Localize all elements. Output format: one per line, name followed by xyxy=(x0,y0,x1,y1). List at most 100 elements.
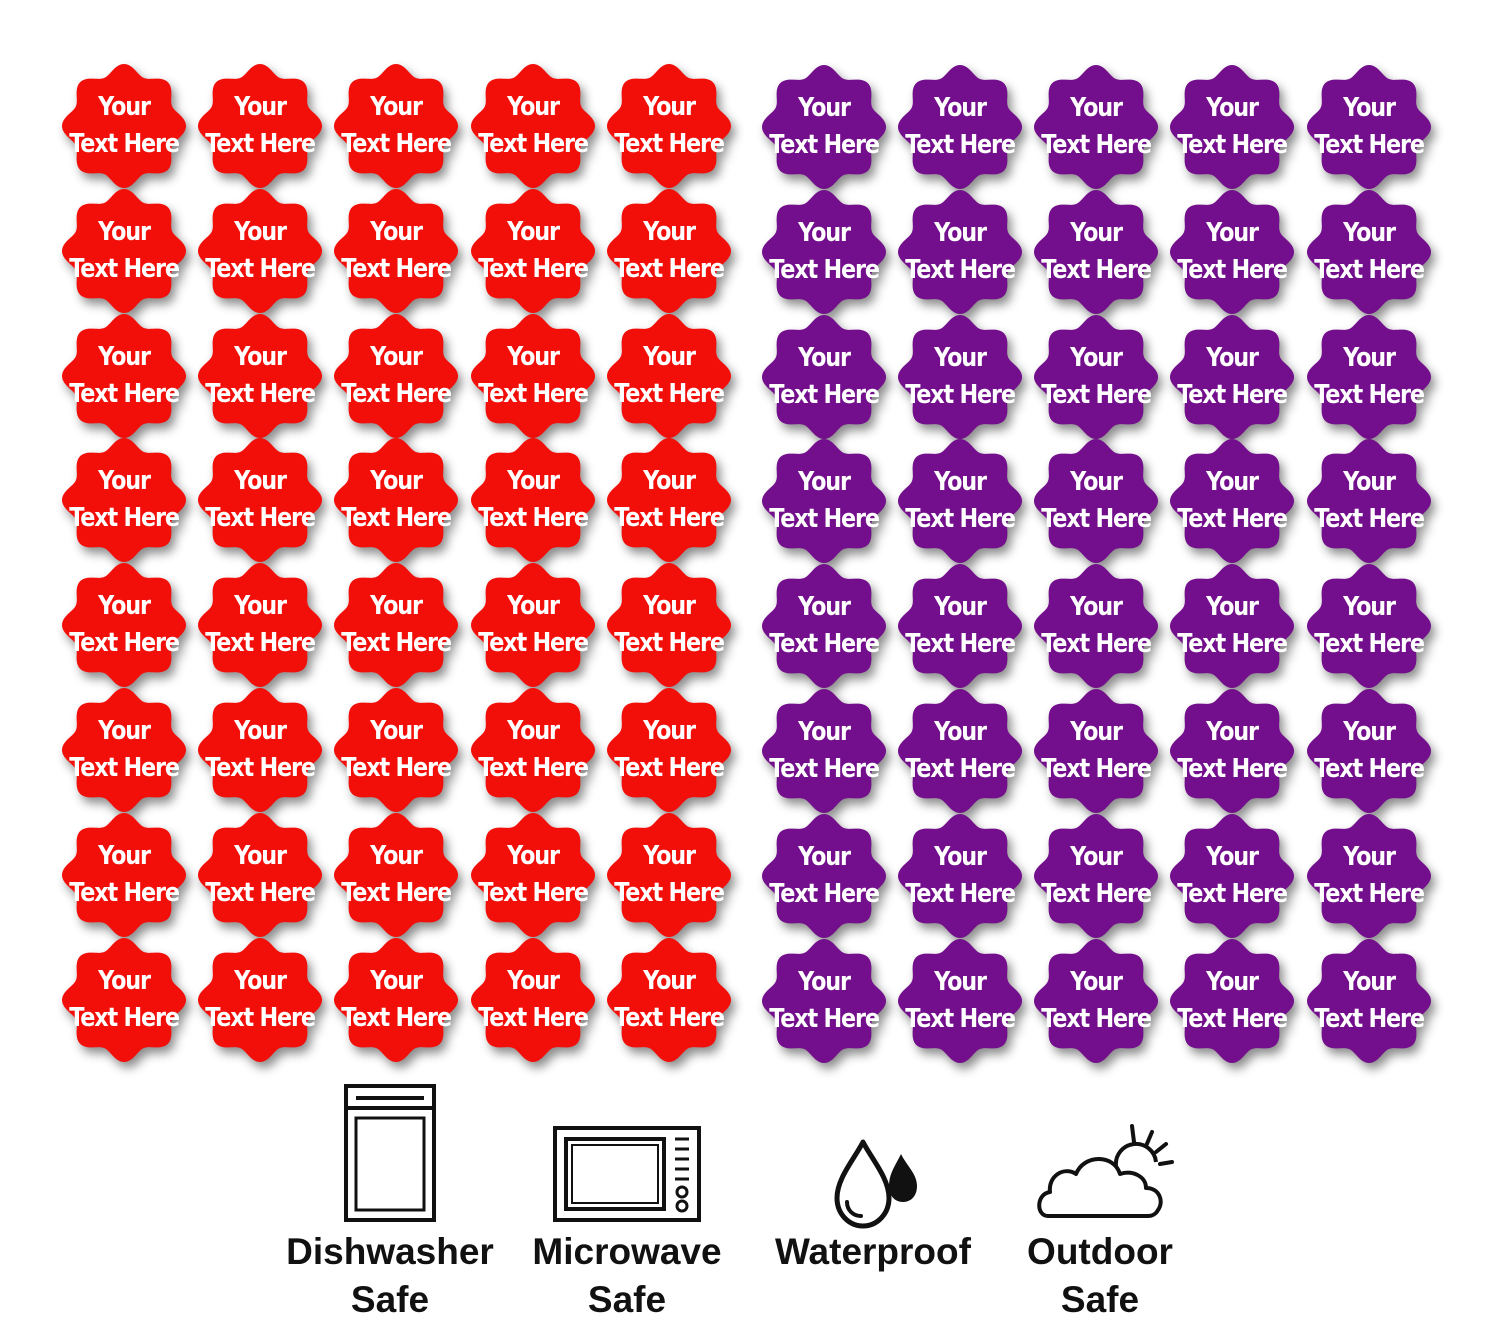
sticker-line-1: Your xyxy=(798,717,851,747)
sticker-purple: Your Text Here xyxy=(1168,313,1296,441)
waterproof-caption: Waterproof xyxy=(775,1228,971,1276)
sticker-line-2: Text Here xyxy=(614,503,725,534)
sticker-line-2: Text Here xyxy=(205,503,316,534)
sticker-purple: Your Text Here xyxy=(1305,188,1433,316)
sticker-shape xyxy=(1034,938,1158,1063)
sticker-line-2: Text Here xyxy=(1041,878,1152,909)
sticker-red: Your Text Here xyxy=(196,187,324,315)
sticker-red: Your Text Here xyxy=(332,62,460,190)
sticker-label: Your Text Here xyxy=(69,936,180,1064)
sticker-line-2: Text Here xyxy=(1041,130,1152,160)
sticker-line-2: Text Here xyxy=(1041,1003,1152,1034)
sticker-purple: Your Text Here xyxy=(896,313,1024,441)
sticker-line-2: Text Here xyxy=(1177,130,1288,160)
sticker-purple: Your Text Here xyxy=(760,562,888,690)
sticker-line-1: Your xyxy=(370,92,423,122)
sticker-line-1: Your xyxy=(1206,467,1259,498)
sticker-sheet: Your Text Here Your Text Here Your Text Here Y… xyxy=(60,62,1433,1065)
sticker-line-1: Your xyxy=(1070,93,1123,123)
sticker-line-2: Text Here xyxy=(1314,254,1425,285)
sticker-label: Your Text Here xyxy=(478,312,589,440)
sticker-red: Your Text Here xyxy=(469,62,597,190)
sticker-line-1: Your xyxy=(98,341,151,372)
sticker-label: Your Text Here xyxy=(769,188,880,316)
sticker-label: Your Text Here xyxy=(205,561,316,689)
outdoor-caption: Outdoor Safe xyxy=(1000,1228,1200,1324)
sticker-label: Your Text Here xyxy=(1041,562,1152,690)
sticker-line-2: Text Here xyxy=(69,378,180,409)
sticker-line-2: Text Here xyxy=(1177,379,1288,410)
sticker-line-2: Text Here xyxy=(614,378,725,409)
sticker-line-2: Text Here xyxy=(341,1002,452,1033)
sticker-shape xyxy=(762,689,886,813)
sticker-label: Your Text Here xyxy=(905,437,1016,565)
sticker-line-2: Text Here xyxy=(341,753,452,783)
sticker-purple: Your Text Here xyxy=(1032,313,1160,441)
sticker-red: Your Text Here xyxy=(332,312,460,440)
sticker-shape xyxy=(198,188,322,313)
sticker-label: Your Text Here xyxy=(205,811,316,939)
sticker-shape xyxy=(334,812,458,937)
sticker-shape xyxy=(471,188,595,313)
sticker-line-2: Text Here xyxy=(478,503,589,534)
sticker-purple: Your Text Here xyxy=(896,63,1024,191)
sticker-shape xyxy=(1170,938,1294,1063)
sticker-line-2: Text Here xyxy=(614,628,725,659)
sticker-red: Your Text Here xyxy=(605,436,733,564)
sticker-line-1: Your xyxy=(1070,841,1123,872)
sticker-line-2: Text Here xyxy=(478,253,589,284)
sticker-line-2: Text Here xyxy=(769,754,880,784)
sticker-line-2: Text Here xyxy=(1177,754,1288,784)
sticker-shape xyxy=(762,564,886,689)
sticker-shape xyxy=(1034,314,1158,439)
sticker-line-2: Text Here xyxy=(769,1003,880,1034)
sticker-shape xyxy=(334,688,458,812)
sticker-label: Your Text Here xyxy=(905,937,1016,1065)
sticker-line-1: Your xyxy=(1343,93,1396,123)
sticker-red: Your Text Here xyxy=(60,436,188,564)
sticker-line-2: Text Here xyxy=(614,753,725,783)
sticker-shape xyxy=(471,64,595,188)
sticker-line-2: Text Here xyxy=(905,1003,1016,1034)
sticker-line-1: Your xyxy=(934,467,987,498)
sticker-shape xyxy=(607,438,731,563)
sticker-line-1: Your xyxy=(370,840,423,871)
sticker-label: Your Text Here xyxy=(769,687,880,815)
sticker-line-1: Your xyxy=(98,716,151,746)
sticker-shape xyxy=(1170,189,1294,314)
sticker-label: Your Text Here xyxy=(341,436,452,564)
sticker-line-2: Text Here xyxy=(478,129,589,159)
sticker-line-1: Your xyxy=(1206,217,1259,248)
sticker-shape xyxy=(898,189,1022,314)
sticker-purple: Your Text Here xyxy=(1305,437,1433,565)
sticker-line-2: Text Here xyxy=(769,629,880,660)
sticker-label: Your Text Here xyxy=(769,63,880,191)
sticker-shape xyxy=(62,313,186,438)
sticker-red: Your Text Here xyxy=(60,936,188,1064)
sticker-line-2: Text Here xyxy=(1177,878,1288,909)
sticker-shape xyxy=(62,688,186,812)
sticker-line-1: Your xyxy=(934,342,987,373)
sticker-label: Your Text Here xyxy=(905,562,1016,690)
sticker-line-2: Text Here xyxy=(1041,379,1152,410)
sticker-label: Your Text Here xyxy=(614,312,725,440)
sticker-shape xyxy=(898,439,1022,564)
sticker-shape xyxy=(1170,564,1294,689)
sticker-label: Your Text Here xyxy=(614,686,725,814)
sticker-label: Your Text Here xyxy=(205,62,316,190)
sticker-red: Your Text Here xyxy=(469,436,597,564)
sticker-line-2: Text Here xyxy=(1041,254,1152,285)
sticker-label: Your Text Here xyxy=(614,811,725,939)
dishwasher-icon xyxy=(344,1084,436,1222)
feature-dishwasher: Dishwasher Safe xyxy=(282,1080,498,1330)
sticker-line-2: Text Here xyxy=(69,628,180,659)
sticker-shape xyxy=(898,564,1022,689)
sticker-line-2: Text Here xyxy=(905,254,1016,285)
sticker-line-2: Text Here xyxy=(1314,1003,1425,1034)
sticker-label: Your Text Here xyxy=(69,436,180,564)
sticker-line-2: Text Here xyxy=(1314,754,1425,784)
sticker-line-2: Text Here xyxy=(905,504,1016,535)
sticker-shape xyxy=(1170,813,1294,938)
sticker-shape xyxy=(198,812,322,937)
sticker-purple: Your Text Here xyxy=(760,437,888,565)
